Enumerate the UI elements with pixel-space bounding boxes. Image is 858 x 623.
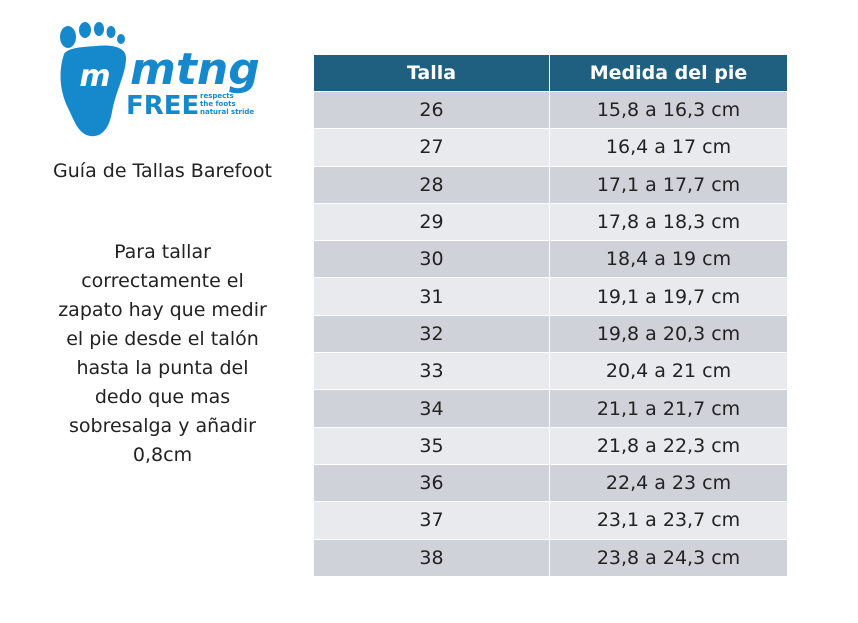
foot-length-cell: 23,1 a 23,7 cm <box>549 501 788 540</box>
table-row: 37 23,1 a 23,7 cm <box>313 501 788 540</box>
size-cell: 34 <box>313 389 550 428</box>
table-header-row: Talla Medida del pie <box>313 54 788 92</box>
logo-sub-brand-text: FREE <box>126 91 199 121</box>
size-cell: 31 <box>313 277 550 316</box>
size-cell: 36 <box>313 463 550 503</box>
logo-mark-letter: m <box>79 59 110 94</box>
table-row: 36 22,4 a 23 cm <box>313 463 788 503</box>
foot-length-cell: 20,4 a 21 cm <box>549 352 788 391</box>
size-cell: 32 <box>313 314 550 354</box>
header-foot-length: Medida del pie <box>549 54 788 92</box>
size-cell: 26 <box>313 90 550 130</box>
size-cell: 37 <box>313 501 550 540</box>
page-subtitle: Guía de Tallas Barefoot <box>53 160 272 182</box>
size-cell: 33 <box>313 352 550 391</box>
foot-length-cell: 15,8 a 16,3 cm <box>549 90 788 130</box>
size-cell: 35 <box>313 426 550 465</box>
table-row: 28 17,1 a 17,7 cm <box>313 165 788 204</box>
foot-length-cell: 21,8 a 22,3 cm <box>549 426 788 465</box>
size-chart-table: Talla Medida del pie 26 15,8 a 16,3 cm 27 1… <box>313 54 788 577</box>
table-row: 30 18,4 a 19 cm <box>313 240 788 279</box>
table-row: 29 17,8 a 18,3 cm <box>313 202 788 242</box>
foot-length-cell: 16,4 a 17 cm <box>549 128 788 167</box>
logo-brand-text: mtng <box>130 44 260 95</box>
size-cell: 38 <box>313 538 550 577</box>
size-cell: 28 <box>313 165 550 204</box>
size-cell: 29 <box>313 202 550 242</box>
table-row: 27 16,4 a 17 cm <box>313 128 788 167</box>
table-row: 26 15,8 a 16,3 cm <box>313 90 788 130</box>
logo-tagline-3: natural stride <box>200 108 254 116</box>
header-size: Talla <box>313 54 550 92</box>
brand-logo: m mtng FREE respects the foots natural s… <box>56 20 271 138</box>
table-row: 34 21,1 a 21,7 cm <box>313 389 788 428</box>
table-row: 32 19,8 a 20,3 cm <box>313 314 788 354</box>
logo-tagline-1: respects <box>200 92 234 100</box>
measuring-instructions: Para tallar correctamente el zapato hay … <box>58 241 267 466</box>
foot-length-cell: 17,8 a 18,3 cm <box>549 202 788 242</box>
table-body: 26 15,8 a 16,3 cm 27 16,4 a 17 cm 28 17,1 a 1… <box>313 90 788 577</box>
table-row: 35 21,8 a 22,3 cm <box>313 426 788 465</box>
table-row: 38 23,8 a 24,3 cm <box>313 538 788 577</box>
logo-tagline-2: the foots <box>200 100 236 108</box>
table-row: 31 19,1 a 19,7 cm <box>313 277 788 316</box>
size-cell: 27 <box>313 128 550 167</box>
foot-length-cell: 23,8 a 24,3 cm <box>549 538 788 577</box>
foot-logo-icon: m mtng FREE respects the foots natural s… <box>60 22 260 137</box>
foot-length-cell: 22,4 a 23 cm <box>549 463 788 503</box>
foot-length-cell: 17,1 a 17,7 cm <box>549 165 788 204</box>
foot-length-cell: 19,1 a 19,7 cm <box>549 277 788 316</box>
table-row: 33 20,4 a 21 cm <box>313 352 788 391</box>
foot-length-cell: 21,1 a 21,7 cm <box>549 389 788 428</box>
foot-length-cell: 18,4 a 19 cm <box>549 240 788 279</box>
size-cell: 30 <box>313 240 550 279</box>
foot-length-cell: 19,8 a 20,3 cm <box>549 314 788 354</box>
